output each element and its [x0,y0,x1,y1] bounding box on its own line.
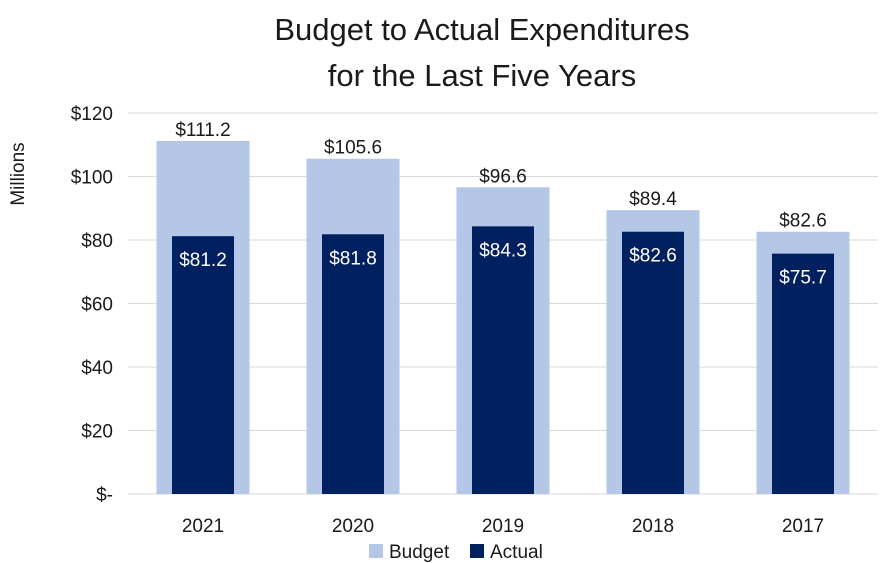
data-label-budget-2018: $89.4 [629,189,677,210]
chart-title-line-1: Budget to Actual Expenditures [274,12,689,47]
y-axis-title: Millions [8,142,29,205]
data-label-actual-2018: $82.6 [629,246,677,267]
legend-label-actual: Actual [490,542,543,563]
data-label-actual-2021: $81.2 [179,250,227,271]
bar-actual-2021 [172,236,234,494]
x-tick-label: 2020 [332,516,374,537]
bar-actual-2020 [322,234,384,494]
y-axis-ticks: $- $20 $40 $60 $80 $100 $120 [71,104,113,506]
data-label-actual-2020: $81.8 [329,248,377,269]
y-tick-label: $100 [71,168,113,189]
data-label-actual-2017: $75.7 [779,268,827,289]
legend-swatch-budget [369,544,383,558]
y-tick-label: $80 [81,231,113,252]
y-tick-label: $120 [71,104,113,125]
bars [156,140,850,495]
data-label-budget-2019: $96.6 [479,166,527,187]
bar-actual-2018 [622,231,684,494]
y-tick-label: $40 [81,358,113,379]
x-axis-ticks: 2021 2020 2019 2018 2017 [182,516,824,537]
data-labels: $111.2 $81.2 $105.6 $81.8 $96.6 $84.3 $89.4 $82… [175,120,826,289]
y-tick-label: $60 [81,295,113,316]
x-tick-label: 2018 [632,516,674,537]
legend-swatch-actual [470,544,484,558]
legend: Budget Actual [369,542,543,563]
x-tick-label: 2019 [482,516,524,537]
x-tick-label: 2017 [782,516,824,537]
data-label-actual-2019: $84.3 [479,240,527,261]
chart-title: Budget to Actual Expenditures for the La… [274,12,689,93]
y-tick-label: $20 [81,422,113,443]
bar-actual-2019 [472,226,534,494]
data-label-budget-2021: $111.2 [175,120,230,141]
legend-label-budget: Budget [389,542,450,563]
data-label-budget-2017: $82.6 [779,211,827,232]
chart-title-line-2: for the Last Five Years [328,58,636,93]
x-tick-label: 2021 [182,516,224,537]
bar-actual-2017 [772,253,834,494]
y-tick-label: $- [96,485,113,506]
data-label-budget-2020: $105.6 [324,138,382,159]
